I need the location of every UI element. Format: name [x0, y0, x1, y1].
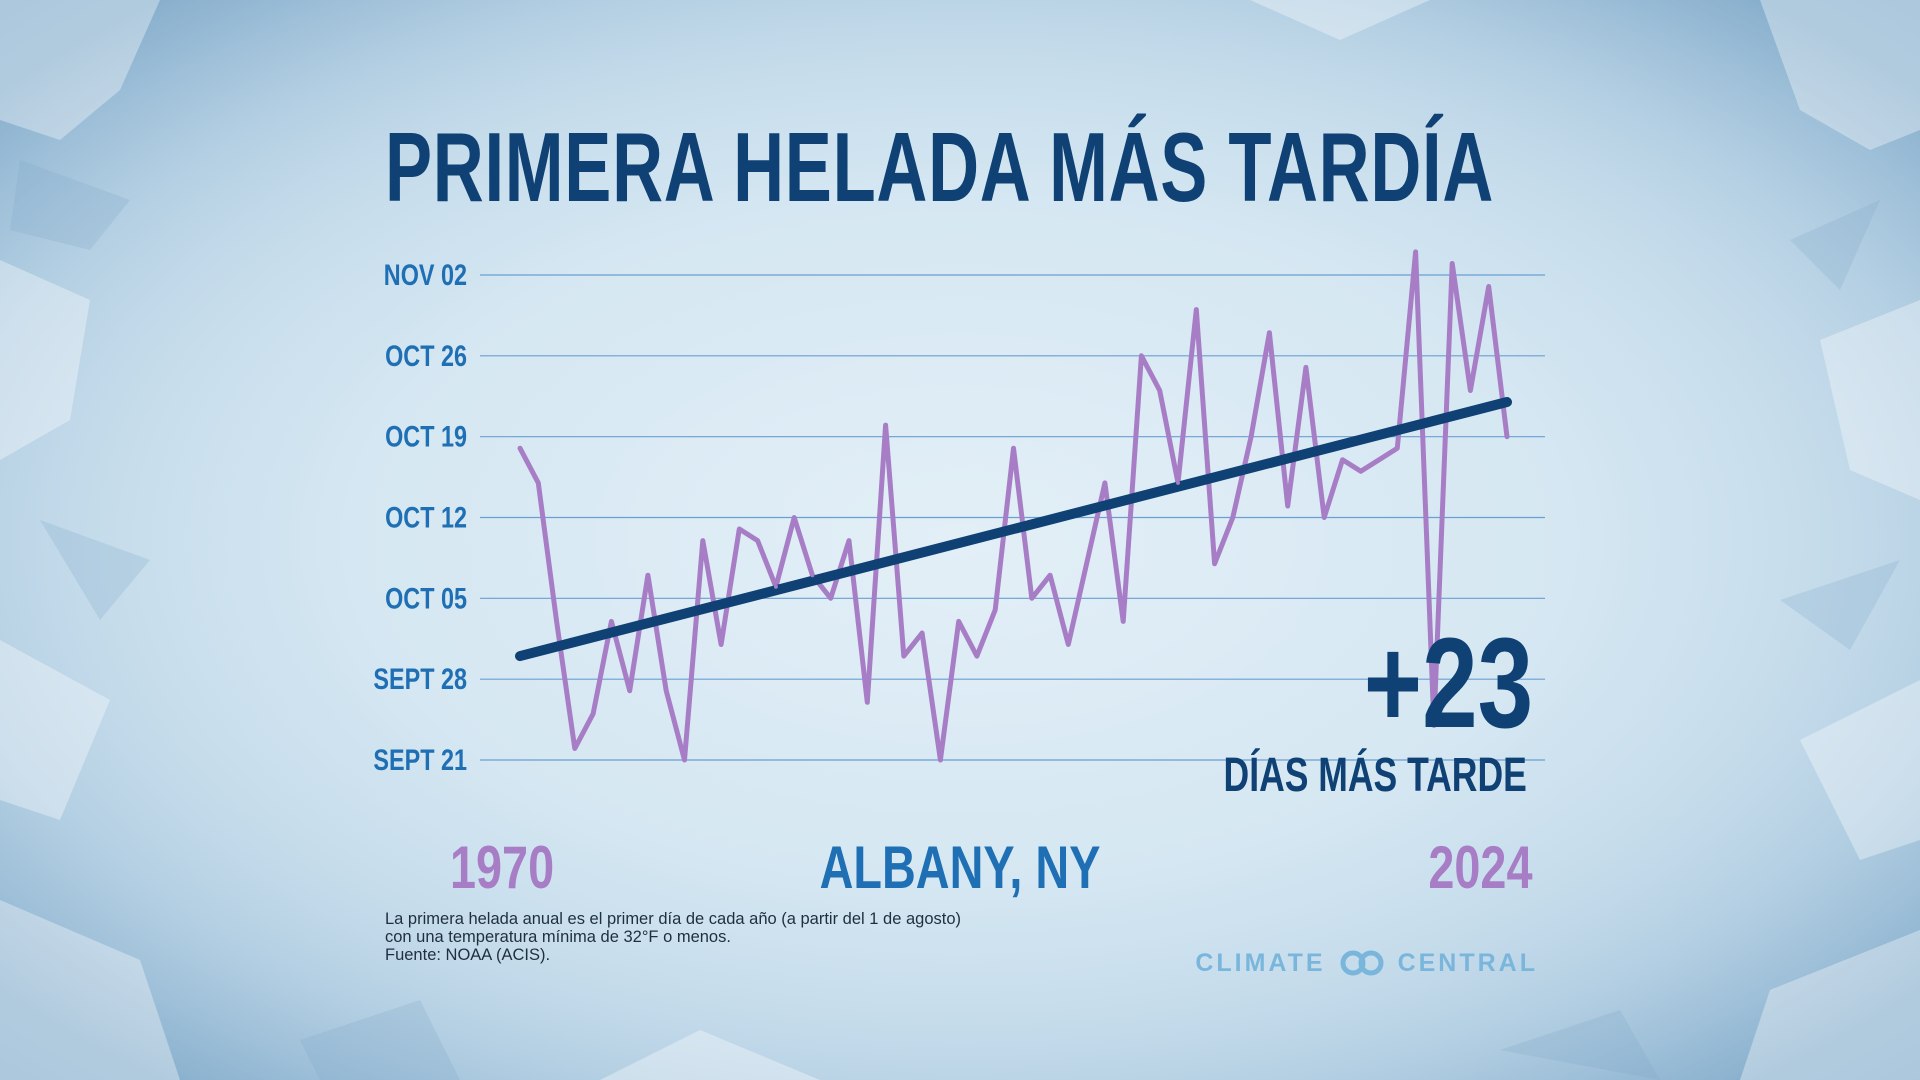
- data-point-1992: [920, 631, 925, 635]
- delta-days-value: +23: [1363, 612, 1533, 755]
- data-point-1972: [554, 619, 559, 624]
- data-point-1974: [591, 711, 596, 716]
- data-point-2010: [1249, 434, 1254, 439]
- delta-days-label: DÍAS MÁS TARDE: [1223, 749, 1527, 802]
- data-point-1995: [974, 654, 979, 659]
- start-year-label: 1970: [450, 834, 555, 901]
- data-point-2007: [1194, 307, 1199, 312]
- data-point-2020: [1431, 723, 1436, 728]
- data-point-2024: [1505, 434, 1509, 439]
- data-point-1979: [682, 758, 687, 762]
- y-tick-label-2: OCT 19: [385, 420, 467, 453]
- data-point-1998: [1029, 596, 1034, 601]
- data-point-1985: [792, 515, 797, 520]
- data-point-1993: [938, 758, 943, 762]
- data-point-2013: [1303, 365, 1308, 370]
- data-point-1983: [755, 538, 760, 543]
- data-point-1986: [810, 573, 815, 578]
- data-point-1997: [1011, 446, 1016, 451]
- frost-date-series-line: [517, 249, 1510, 763]
- logo-text-central: CENTRAL: [1397, 948, 1538, 977]
- data-point-1982: [737, 527, 742, 531]
- data-point-2017: [1377, 457, 1382, 462]
- data-point-2003: [1121, 619, 1126, 624]
- data-point-1975: [609, 619, 614, 624]
- data-point-1981: [719, 642, 724, 647]
- data-point-2009: [1230, 515, 1235, 520]
- data-point-1994: [956, 619, 961, 624]
- trend-line: [515, 397, 1512, 662]
- data-point-1970: [518, 446, 522, 451]
- data-point-2008: [1212, 561, 1217, 566]
- data-point-2023: [1486, 284, 1491, 289]
- y-axis-ticks: NOV 02 OCT 26 OCT 19 OCT 12 OCT 05 SEPT 28 SEP…: [373, 258, 467, 776]
- data-point-1980: [700, 538, 705, 543]
- data-point-2014: [1322, 515, 1327, 520]
- data-point-1971: [536, 480, 541, 485]
- data-point-2015: [1340, 457, 1345, 462]
- data-point-1989: [865, 700, 870, 705]
- logo-text-climate: CLIMATE: [1195, 948, 1326, 977]
- data-point-1977: [645, 573, 650, 578]
- data-point-1991: [901, 654, 906, 659]
- data-point-1999: [1048, 573, 1053, 578]
- infinity-rings-icon: [1340, 950, 1384, 976]
- data-point-1976: [627, 688, 632, 693]
- climate-central-logo: CLIMATE CENTRAL: [1195, 948, 1538, 978]
- y-tick-label-1: OCT 26: [385, 339, 467, 372]
- data-point-2012: [1285, 504, 1290, 508]
- y-tick-label-6: SEPT 21: [373, 743, 467, 776]
- y-tick-label-0: NOV 02: [384, 258, 467, 291]
- footnote-line-1: La primera helada anual es el primer día…: [385, 910, 962, 928]
- series-layer: [515, 249, 1512, 763]
- data-point-2018: [1395, 446, 1400, 451]
- y-tick-label-5: SEPT 28: [373, 662, 467, 695]
- data-point-2006: [1176, 480, 1180, 485]
- data-point-2022: [1468, 388, 1473, 393]
- data-point-1987: [828, 596, 833, 601]
- data-point-2001: [1084, 561, 1089, 566]
- data-point-2021: [1450, 261, 1455, 266]
- data-points: [518, 249, 1509, 762]
- location-label: ALBANY, NY: [819, 834, 1101, 901]
- footnote-source: Fuente: NOAA (ACIS).: [385, 946, 551, 964]
- data-point-2016: [1358, 469, 1363, 474]
- grid-lines: [480, 274, 1545, 761]
- data-point-1996: [993, 607, 998, 612]
- data-point-2000: [1066, 642, 1071, 647]
- data-point-1984: [773, 584, 778, 589]
- y-tick-label-3: OCT 12: [385, 501, 467, 534]
- data-point-2011: [1267, 330, 1272, 335]
- data-point-1988: [847, 538, 851, 543]
- data-point-2005: [1157, 388, 1162, 393]
- data-point-2019: [1413, 249, 1418, 254]
- chart-title: PRIMERA HELADA MÁS TARDÍA: [385, 112, 1495, 222]
- data-point-2002: [1102, 480, 1107, 485]
- end-year-label: 2024: [1427, 834, 1532, 901]
- data-point-1973: [572, 746, 577, 751]
- y-tick-label-4: OCT 05: [385, 582, 467, 615]
- footnote: La primera helada anual es el primer día…: [385, 910, 961, 964]
- data-point-1978: [664, 688, 669, 693]
- data-point-1990: [883, 423, 888, 428]
- footnote-line-2: con una temperatura mínima de 32°F o men…: [385, 928, 731, 946]
- data-point-2004: [1139, 353, 1144, 358]
